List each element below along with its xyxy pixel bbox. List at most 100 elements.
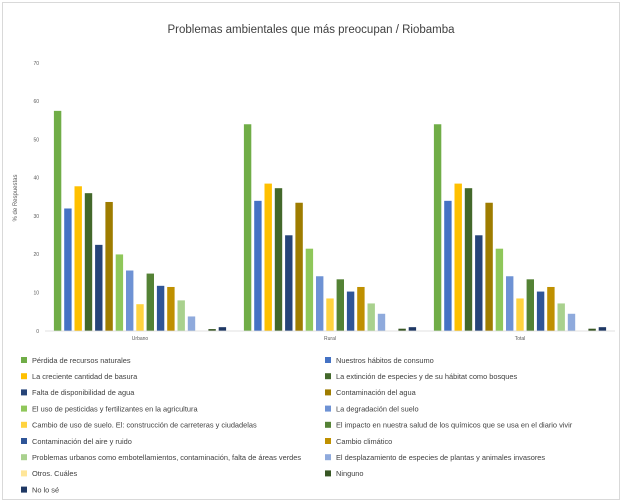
legend-label: La degradación del suelo [336, 404, 419, 413]
legend-swatch [21, 389, 27, 396]
bar-rural-11 [346, 291, 355, 331]
legend-swatch [325, 454, 331, 461]
bars-group [53, 110, 607, 331]
y-tick-label: 60 [33, 99, 39, 105]
bar-urbano-6 [105, 201, 113, 331]
legend-label: Pérdida de recursos naturales [32, 356, 131, 365]
legend-label: Contaminación del aire y ruido [32, 437, 132, 446]
y-axis-ticks: 0 10 20 30 40 50 60 70 [33, 61, 39, 335]
bar-urbano-12 [167, 286, 175, 331]
bar-total-13 [557, 303, 565, 331]
legend-swatch [21, 421, 27, 428]
category-label: Total [515, 336, 526, 342]
bar-urbano-8 [126, 270, 134, 331]
chart-canvas: Problemas ambientales que más preocupan … [13, 24, 615, 494]
bar-total-5 [475, 235, 483, 331]
bar-rural-9 [326, 298, 334, 331]
legend-swatch [21, 357, 27, 363]
bar-rural-6 [295, 202, 303, 331]
y-tick-label: 30 [33, 214, 39, 220]
bar-total-16 [588, 328, 596, 331]
legend-label: La creciente cantidad de basura [32, 372, 138, 381]
bar-urbano-2 [64, 208, 72, 331]
bar-total-11 [536, 291, 545, 331]
bar-rural-4 [274, 188, 283, 331]
bar-total-4 [464, 188, 473, 331]
legend-label: Cambio de uso de suelo. El: construcción… [32, 421, 257, 430]
legend-swatch [21, 405, 27, 412]
legend-label: Ninguno [336, 469, 364, 478]
y-tick-label: 40 [33, 176, 39, 182]
legend-swatch [325, 405, 331, 412]
chart-title: Problemas ambientales que más preocupan … [167, 24, 455, 36]
bar-urbano-3 [74, 186, 82, 331]
bar-rural-17 [408, 327, 417, 331]
legend-swatch [21, 486, 27, 493]
bar-total-14 [567, 313, 576, 331]
legend-label: Cambio climático [336, 437, 392, 446]
bar-total-2 [444, 200, 452, 331]
y-axis-label: % de Respuestas [13, 174, 19, 221]
bar-urbano-7 [115, 254, 124, 331]
legend-label: Problemas urbanos como embotellamientos,… [32, 453, 301, 462]
legend-label: Falta de disponibilidad de agua [32, 388, 135, 397]
legend-swatch [21, 454, 27, 461]
legend-swatch [325, 421, 331, 428]
bar-rural-7 [305, 248, 314, 331]
bar-total-10 [526, 279, 534, 331]
legend-label: Nuestros hábitos de consumo [336, 356, 434, 365]
bar-total-3 [454, 183, 462, 331]
bar-urbano-10 [146, 273, 154, 331]
legend-swatch [325, 389, 331, 396]
y-tick-label: 70 [33, 61, 39, 67]
y-tick-label: 50 [33, 137, 39, 143]
bar-rural-13 [367, 303, 375, 331]
bar-rural-10 [336, 279, 344, 331]
legend-label: El uso de pesticidas y fertilizantes en … [32, 404, 198, 413]
bar-urbano-16 [208, 329, 216, 331]
legend: Pérdida de recursos naturales Nuestros há… [21, 356, 573, 494]
category-label: Rural [324, 336, 336, 342]
bar-rural-1 [243, 124, 252, 331]
bar-urbano-9 [136, 304, 144, 331]
bar-rural-14 [377, 313, 386, 331]
legend-swatch [21, 470, 27, 477]
category-labels: Urbano Rural Total [132, 336, 525, 342]
legend-label: Otros. Cuáles [32, 469, 77, 478]
legend-label: El desplazamiento de especies de plantas… [336, 453, 545, 462]
bar-urbano-17 [218, 327, 227, 331]
category-label: Urbano [132, 336, 149, 342]
legend-swatch [21, 373, 27, 380]
legend-label: La extinción de especies y de su hábitat… [336, 372, 517, 381]
bar-urbano-1 [53, 110, 62, 331]
bar-total-1 [433, 124, 442, 331]
y-tick-label: 20 [33, 252, 39, 258]
bar-rural-3 [264, 183, 272, 331]
bar-total-6 [485, 202, 493, 331]
legend-label: No lo sé [32, 485, 59, 494]
bar-rural-2 [254, 200, 262, 331]
bar-urbano-11 [156, 285, 165, 331]
bar-rural-8 [316, 276, 324, 331]
y-tick-label: 0 [36, 329, 39, 335]
bar-rural-16 [398, 328, 406, 331]
legend-swatch [325, 438, 331, 444]
legend-swatch [21, 438, 27, 444]
bar-urbano-4 [84, 193, 93, 331]
bar-total-9 [516, 298, 524, 331]
legend-swatch [325, 373, 331, 380]
bar-total-8 [506, 276, 514, 331]
bar-urbano-5 [95, 244, 103, 331]
bar-urbano-13 [177, 300, 185, 331]
legend-label: Contaminación del agua [336, 388, 417, 397]
bar-total-7 [495, 248, 504, 331]
bar-urbano-14 [187, 316, 196, 331]
legend-swatch [325, 357, 331, 363]
legend-swatch [325, 470, 331, 477]
bar-rural-5 [285, 235, 293, 331]
bar-total-12 [547, 286, 555, 331]
bar-total-17 [598, 327, 607, 331]
bar-rural-12 [357, 286, 365, 331]
y-tick-label: 10 [33, 291, 39, 297]
